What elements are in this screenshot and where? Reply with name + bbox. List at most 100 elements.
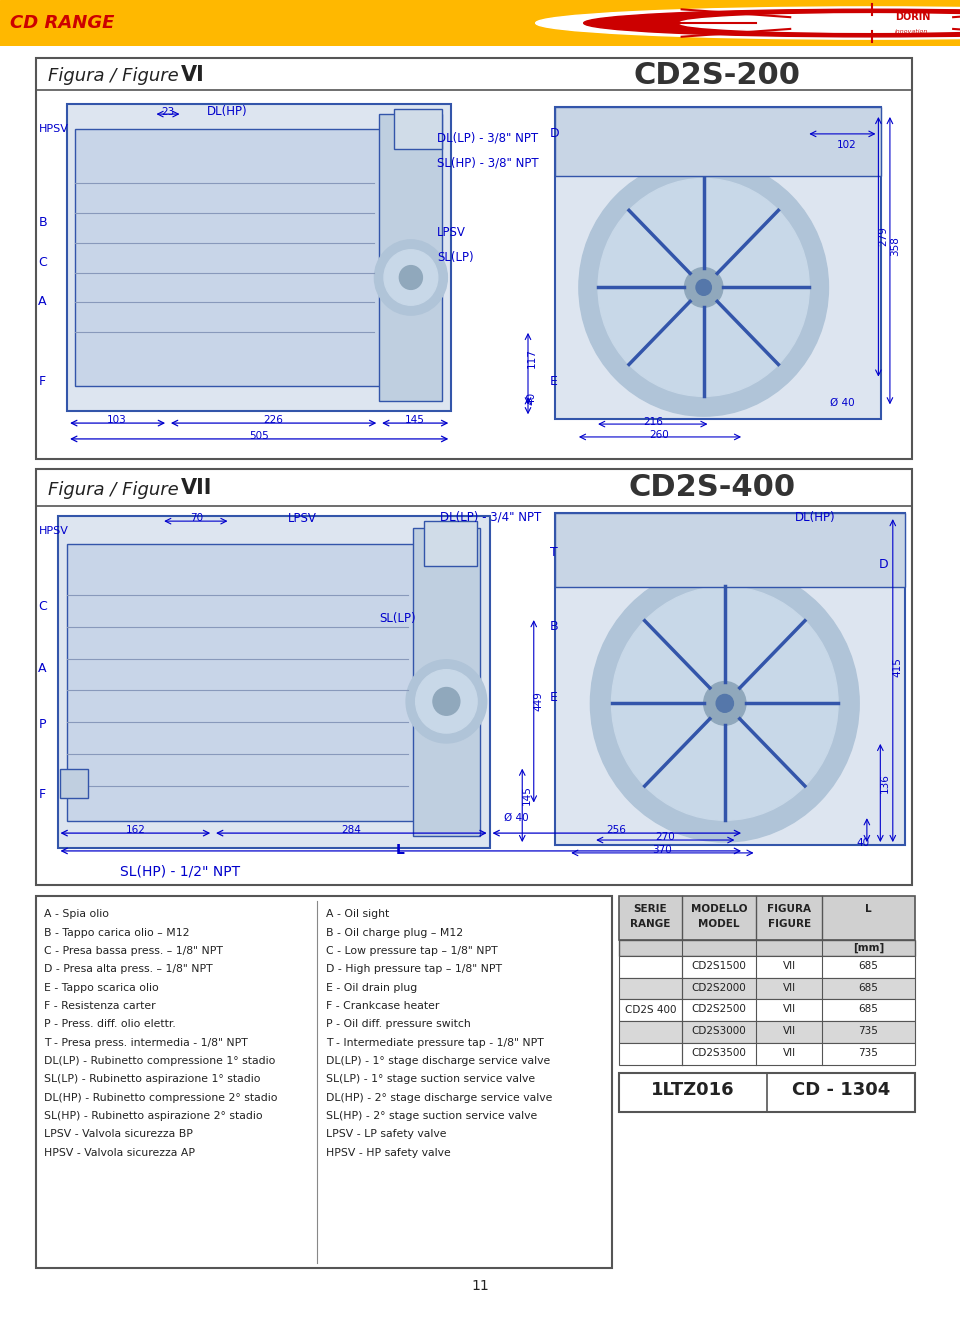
Text: SL(LP) - 1° stage suction service valve: SL(LP) - 1° stage suction service valve bbox=[326, 1075, 536, 1084]
Text: E - Oil drain plug: E - Oil drain plug bbox=[326, 982, 418, 993]
Bar bbox=[379, 115, 442, 402]
Text: 40: 40 bbox=[527, 392, 537, 406]
Bar bbox=[619, 940, 915, 956]
Bar bbox=[619, 1021, 915, 1043]
Text: L: L bbox=[865, 905, 872, 914]
Text: 279: 279 bbox=[878, 227, 888, 246]
Bar bbox=[36, 897, 612, 1268]
Text: SERIE: SERIE bbox=[634, 905, 667, 914]
Text: C: C bbox=[38, 255, 47, 269]
Text: 284: 284 bbox=[342, 826, 361, 835]
Text: 415: 415 bbox=[893, 657, 902, 677]
Text: CD RANGE: CD RANGE bbox=[10, 14, 114, 32]
Text: DL(LP) - 3/8" NPT: DL(LP) - 3/8" NPT bbox=[437, 132, 538, 145]
Text: E: E bbox=[550, 691, 558, 705]
Text: P - Oil diff. pressure switch: P - Oil diff. pressure switch bbox=[326, 1019, 471, 1030]
Text: DL(LP) - Rubinetto compressione 1° stadio: DL(LP) - Rubinetto compressione 1° stadi… bbox=[44, 1056, 276, 1065]
Text: 685: 685 bbox=[858, 1005, 878, 1014]
Text: CD2S2500: CD2S2500 bbox=[691, 1005, 747, 1014]
Text: 260: 260 bbox=[650, 431, 669, 440]
Text: E: E bbox=[550, 374, 558, 387]
Text: Ø 40: Ø 40 bbox=[830, 398, 855, 407]
Text: SL(HP) - 3/8" NPT: SL(HP) - 3/8" NPT bbox=[437, 157, 539, 170]
Bar bbox=[394, 109, 442, 149]
Text: 102: 102 bbox=[837, 140, 856, 150]
Text: 685: 685 bbox=[858, 961, 878, 971]
Bar bbox=[619, 1073, 915, 1113]
Bar bbox=[75, 129, 382, 386]
Text: SL(HP) - 1/2" NPT: SL(HP) - 1/2" NPT bbox=[120, 865, 240, 878]
Text: 735: 735 bbox=[858, 1026, 878, 1036]
Text: 505: 505 bbox=[250, 431, 269, 441]
Text: 162: 162 bbox=[126, 826, 145, 835]
Text: HPSV: HPSV bbox=[38, 525, 68, 536]
Bar bbox=[58, 516, 490, 848]
Circle shape bbox=[384, 250, 438, 306]
Text: CD2S-400: CD2S-400 bbox=[629, 473, 796, 502]
Bar bbox=[555, 107, 881, 419]
Text: A: A bbox=[38, 661, 47, 674]
Text: 216: 216 bbox=[643, 417, 662, 427]
Text: A - Spia olio: A - Spia olio bbox=[44, 909, 109, 919]
Text: DL(HP) - Rubinetto compressione 2° stadio: DL(HP) - Rubinetto compressione 2° stadi… bbox=[44, 1093, 277, 1102]
Text: P - Press. diff. olio elettr.: P - Press. diff. olio elettr. bbox=[44, 1019, 176, 1030]
Text: B: B bbox=[38, 216, 47, 229]
Text: 270: 270 bbox=[656, 832, 675, 842]
Text: L: L bbox=[396, 843, 405, 857]
Text: 685: 685 bbox=[858, 982, 878, 993]
Text: CD2S1500: CD2S1500 bbox=[691, 961, 747, 971]
Text: RANGE: RANGE bbox=[630, 919, 671, 930]
Text: SL(HP) - 2° stage suction service valve: SL(HP) - 2° stage suction service valve bbox=[326, 1112, 538, 1121]
Bar bbox=[619, 1043, 915, 1065]
Text: 23: 23 bbox=[161, 107, 175, 117]
Text: DORIN: DORIN bbox=[895, 12, 930, 22]
Bar bbox=[424, 522, 477, 566]
Text: F: F bbox=[38, 788, 45, 801]
Text: Figura / Figure: Figura / Figure bbox=[48, 481, 179, 499]
Text: 136: 136 bbox=[880, 773, 890, 793]
Bar bbox=[413, 528, 480, 836]
Text: C: C bbox=[38, 601, 47, 614]
Text: D - Presa alta press. – 1/8" NPT: D - Presa alta press. – 1/8" NPT bbox=[44, 964, 213, 975]
Text: F - Resistenza carter: F - Resistenza carter bbox=[44, 1001, 156, 1011]
Text: 1LTZ016: 1LTZ016 bbox=[651, 1081, 735, 1098]
Circle shape bbox=[584, 9, 960, 37]
Text: B - Tappo carica olio – M12: B - Tappo carica olio – M12 bbox=[44, 927, 190, 938]
Text: SL(LP): SL(LP) bbox=[437, 250, 473, 263]
Text: VII: VII bbox=[782, 1048, 796, 1058]
Circle shape bbox=[536, 7, 960, 40]
Text: VII: VII bbox=[782, 1005, 796, 1014]
Circle shape bbox=[704, 682, 746, 726]
Circle shape bbox=[598, 179, 809, 396]
Text: VII: VII bbox=[782, 961, 796, 971]
Text: A - Oil sight: A - Oil sight bbox=[326, 909, 390, 919]
Circle shape bbox=[612, 586, 838, 820]
Text: T: T bbox=[550, 545, 558, 558]
Bar bbox=[60, 769, 88, 798]
Text: SL(LP) - Rubinetto aspirazione 1° stadio: SL(LP) - Rubinetto aspirazione 1° stadio bbox=[44, 1075, 261, 1084]
Text: 226: 226 bbox=[264, 415, 283, 425]
Circle shape bbox=[374, 240, 447, 315]
Text: DL(LP) - 1° stage discharge service valve: DL(LP) - 1° stage discharge service valv… bbox=[326, 1056, 551, 1065]
Text: VII: VII bbox=[782, 1026, 796, 1036]
Text: LPSV: LPSV bbox=[437, 227, 466, 238]
Bar bbox=[67, 544, 418, 822]
Text: C - Presa bassa press. – 1/8" NPT: C - Presa bassa press. – 1/8" NPT bbox=[44, 946, 223, 956]
Circle shape bbox=[433, 687, 460, 715]
Text: B: B bbox=[550, 620, 559, 633]
Text: T - Intermediate pressure tap - 1/8" NPT: T - Intermediate pressure tap - 1/8" NPT bbox=[326, 1038, 544, 1047]
Text: 370: 370 bbox=[653, 846, 672, 855]
Text: D: D bbox=[878, 558, 888, 570]
Text: DL(HP) - 2° stage discharge service valve: DL(HP) - 2° stage discharge service valv… bbox=[326, 1093, 553, 1102]
Circle shape bbox=[579, 158, 828, 416]
Text: Figura / Figure: Figura / Figure bbox=[48, 67, 179, 84]
Text: LPSV - LP safety valve: LPSV - LP safety valve bbox=[326, 1129, 447, 1139]
Text: 449: 449 bbox=[534, 691, 543, 711]
Text: innovation: innovation bbox=[895, 29, 928, 34]
Bar bbox=[36, 58, 912, 458]
Text: MODEL: MODEL bbox=[698, 919, 740, 930]
Text: LPSV - Valvola sicurezza BP: LPSV - Valvola sicurezza BP bbox=[44, 1129, 193, 1139]
Circle shape bbox=[680, 14, 960, 33]
Bar bbox=[67, 104, 451, 411]
Text: SL(HP) - Rubinetto aspirazione 2° stadio: SL(HP) - Rubinetto aspirazione 2° stadio bbox=[44, 1112, 263, 1121]
